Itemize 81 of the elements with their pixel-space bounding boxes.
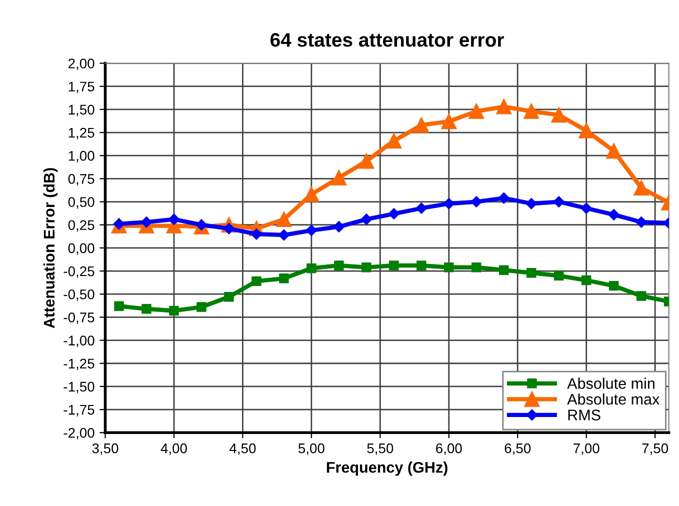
- point: [441, 114, 457, 130]
- y-tick-label: 0,25: [68, 220, 94, 232]
- point: [553, 196, 564, 208]
- point: [252, 276, 262, 286]
- point: [386, 133, 402, 148]
- y-tick-label: -1,75: [64, 405, 94, 416]
- x-tick-label: 4,00: [160, 443, 187, 455]
- point: [114, 301, 124, 311]
- point: [526, 268, 536, 278]
- y-tick-label: -0,50: [64, 289, 94, 301]
- legend-label: Absolute max: [567, 393, 660, 405]
- point: [306, 224, 318, 236]
- point: [416, 202, 427, 214]
- x-tick-label: 4,50: [230, 443, 256, 455]
- x-tick-label: 6,50: [504, 443, 531, 455]
- y-tick-label: -1,25: [64, 358, 94, 370]
- x-tick-label: 3,50: [92, 443, 118, 455]
- point: [362, 262, 372, 272]
- y-tick-label: -0,75: [64, 312, 94, 324]
- point: [140, 216, 152, 228]
- point: [304, 186, 320, 202]
- point: [636, 216, 647, 228]
- point: [606, 143, 622, 159]
- point: [551, 107, 566, 123]
- x-tick-label: 5,50: [367, 443, 394, 455]
- point: [636, 291, 646, 301]
- y-tick-label: 0,00: [68, 243, 94, 255]
- point: [581, 275, 592, 286]
- point: [526, 198, 537, 210]
- y-tick-label: -0,25: [64, 266, 94, 278]
- point: [498, 192, 510, 204]
- x-tick-label: 7,50: [642, 443, 668, 455]
- point: [279, 274, 289, 284]
- point: [196, 302, 206, 312]
- point: [496, 99, 512, 114]
- y-tick-label: 1,75: [68, 82, 94, 94]
- point: [468, 104, 484, 119]
- y-tick-label: -2,00: [64, 428, 94, 440]
- y-tick-label: 0,75: [68, 174, 94, 186]
- point: [306, 263, 316, 274]
- y-axis-title: Attenuation Error (dB): [43, 168, 58, 328]
- point: [360, 214, 372, 225]
- legend-label: RMS: [568, 410, 600, 420]
- y-tick-label: 1,50: [68, 104, 94, 116]
- point: [276, 212, 292, 227]
- x-axis-title: Frequency (GHz): [326, 462, 448, 476]
- point: [444, 262, 454, 272]
- point: [634, 180, 649, 196]
- y-tick-label: -1,50: [64, 382, 94, 394]
- point: [169, 306, 179, 316]
- point: [333, 221, 345, 232]
- point: [331, 170, 347, 186]
- point: [443, 198, 454, 210]
- point: [524, 104, 539, 119]
- point: [389, 260, 399, 270]
- point: [580, 202, 592, 214]
- point: [578, 123, 594, 138]
- point: [554, 270, 564, 281]
- point: [472, 262, 482, 272]
- point: [358, 153, 374, 169]
- x-tick-label: 6,00: [436, 443, 462, 455]
- point: [334, 260, 344, 270]
- y-tick-label: 2,00: [68, 58, 94, 70]
- point: [608, 280, 619, 291]
- chart-title: 64 states attenuator error: [270, 33, 504, 47]
- point: [168, 214, 180, 225]
- point: [388, 208, 400, 220]
- y-tick-label: -1,00: [64, 336, 94, 348]
- point: [414, 117, 430, 133]
- point: [608, 209, 620, 220]
- point: [470, 196, 482, 208]
- y-tick-label: 1,25: [68, 128, 94, 140]
- y-tick-label: 1,00: [68, 150, 94, 162]
- x-tick-label: 7,00: [574, 443, 600, 455]
- y-tick-label: 0,50: [68, 197, 94, 209]
- x-tick-label: 5,00: [298, 443, 324, 455]
- point: [142, 304, 152, 314]
- point: [224, 292, 234, 302]
- legend-label: Absolute min: [567, 378, 654, 389]
- point: [499, 265, 509, 275]
- point: [416, 260, 426, 270]
